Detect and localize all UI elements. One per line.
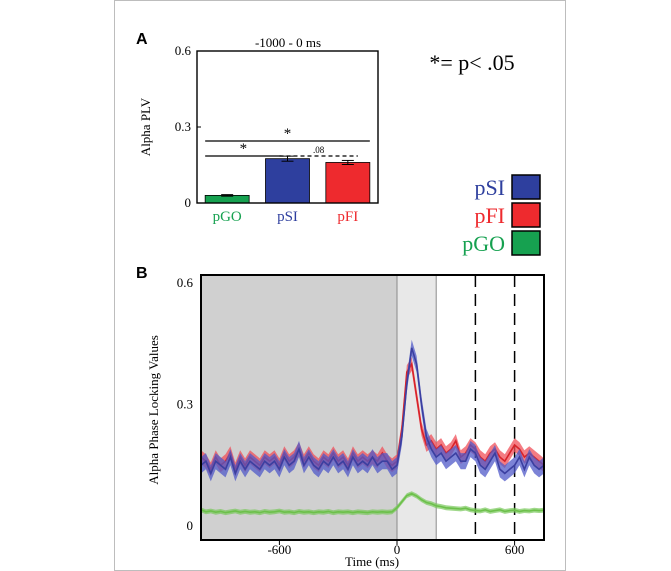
panel-a-label: A [136,31,148,48]
panel-a-axes-frame [196,50,379,204]
panel-b-axes-frame [200,274,545,541]
legend: pSI pFI pGO [462,174,541,256]
panel-b-x-axis: -600 0 600 [267,540,524,557]
series-band-pSI [201,339,544,482]
significance-note: *= p< .05 [429,50,514,75]
significance-bracket-1: * [205,141,282,157]
legend-swatch-pSI [511,174,541,200]
panel-b-series [200,339,545,516]
panel-b: B 0 0.3 0.6 -600 0 600 Time (ms) Alpha Phase… [136,265,545,569]
b-xtick-label-2: 600 [505,542,525,557]
b-ytick-label-0: 0 [187,518,194,533]
panel-b-label: B [136,265,148,282]
a-category-label-pGO: pGO [213,209,242,225]
legend-label-pGO: pGO [462,231,505,256]
panel-b-y-axis: 0 0.3 0.6 [177,275,194,533]
panel-a-significance: * * .08 [205,126,370,157]
panel-a: A -1000 - 0 ms *= p< .05 Alpha PLV 0 0.3 0… [136,31,515,225]
series-line-pSI [200,347,545,476]
errorbar-pFI [341,159,354,165]
panel-a-category-labels: pGO pSI pFI [213,209,359,225]
legend-label-pSI: pSI [474,175,505,200]
panel-a-bars [204,155,371,204]
panel-a-ylabel: Alpha PLV [138,97,153,156]
legend-swatch-pGO [511,230,541,256]
panel-b-ylabel: Alpha Phase Locking Values [146,335,161,485]
shaded-region-0 [201,275,397,540]
legend-swatch-pFI [511,202,541,228]
a-ytick-label-2: 0.6 [175,43,192,58]
panel-b-shaded-regions [201,275,437,540]
significance-label-2: .08 [313,145,325,155]
significance-bracket-2: .08 [279,145,358,157]
bar-pSI [265,158,310,204]
errorbar-pGO [221,194,234,197]
legend-label-pFI: pFI [474,203,505,228]
panel-b-reference-lines [474,275,516,540]
a-category-label-pFI: pFI [337,209,358,225]
significance-label-1: * [240,141,248,157]
significance-label-0: * [284,126,292,142]
b-ytick-label-1: 0.3 [177,397,193,412]
series-line-pGO [200,492,545,514]
b-xtick-label-1: 0 [394,542,401,557]
a-ytick-label-1: 0.3 [175,119,191,134]
bar-pFI [325,162,371,204]
a-category-label-pSI: pSI [277,209,298,225]
significance-bracket-0: * [205,126,370,142]
b-xtick-label-0: -600 [267,542,291,557]
panel-a-title: -1000 - 0 ms [255,35,321,50]
b-ytick-label-2: 0.6 [177,275,194,290]
panel-b-xlabel: Time (ms) [345,554,399,569]
a-ytick-label-0: 0 [185,195,192,210]
